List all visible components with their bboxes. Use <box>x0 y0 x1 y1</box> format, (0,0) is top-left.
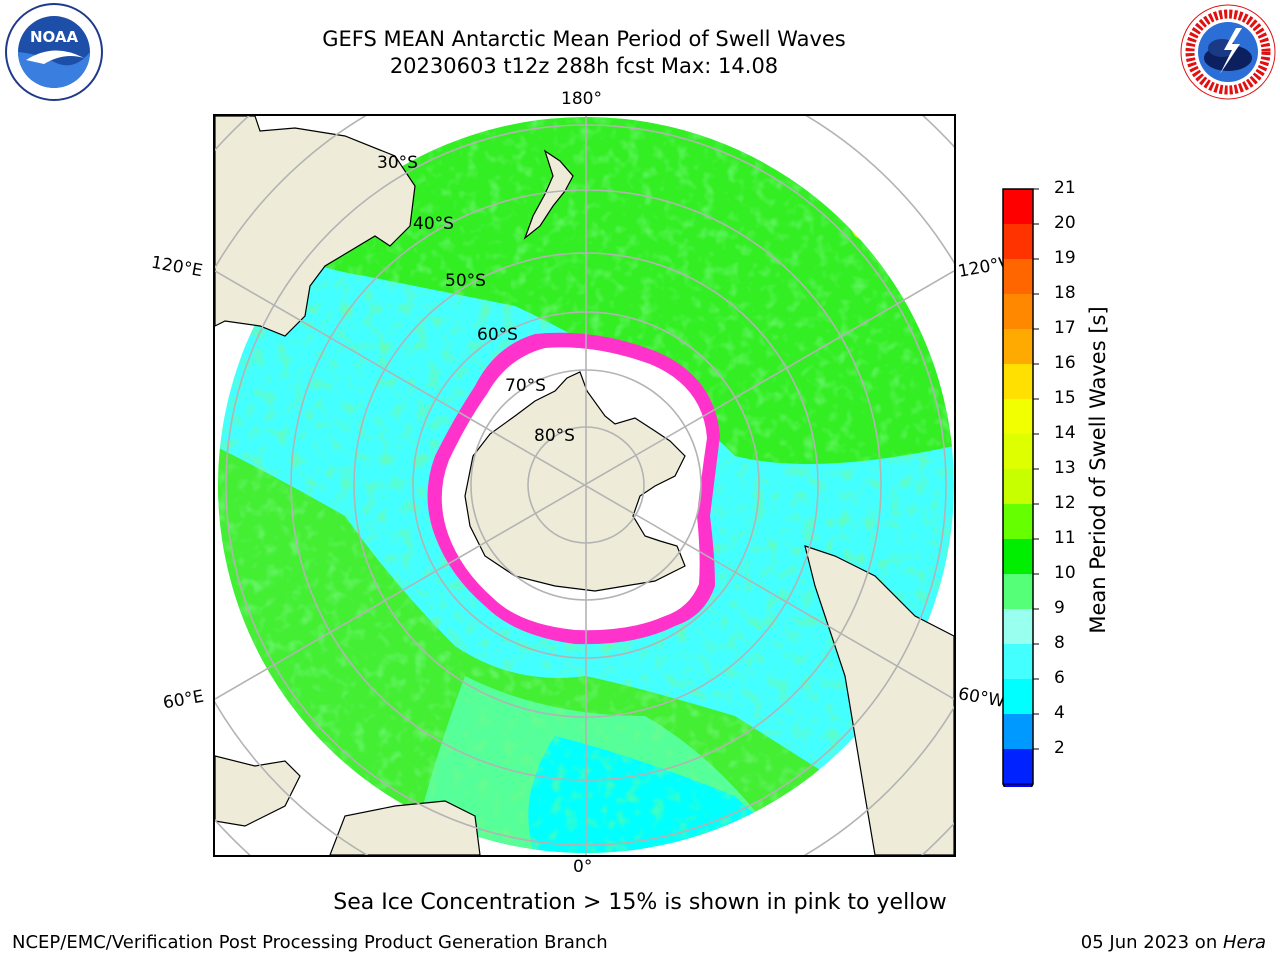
colorbar-tick-label: 17 <box>1054 318 1076 338</box>
south-america-land <box>804 545 954 855</box>
lat-label-40s: 40°S <box>413 214 454 234</box>
antarctica-land <box>464 371 686 592</box>
colorbar-segment <box>1003 539 1033 574</box>
colorbar-tick-label: 11 <box>1054 528 1076 548</box>
colorbar-tick-label: 6 <box>1054 668 1065 688</box>
colorbar-segment <box>1003 714 1033 749</box>
colorbar-segment <box>1003 644 1033 679</box>
colorbar-tick-label: 12 <box>1054 493 1076 513</box>
lon-label-60w: 60°W <box>956 684 1007 712</box>
colorbar-tick-label: 4 <box>1054 703 1065 723</box>
lat-label-80s: 80°S <box>534 426 575 446</box>
australia-land <box>215 116 416 337</box>
colorbar-segment <box>1003 609 1033 644</box>
colorbar-segment <box>1003 749 1033 784</box>
colorbar-tick-label: 8 <box>1054 633 1065 653</box>
colorbar-tick-label: 9 <box>1054 598 1065 618</box>
colorbar-tick-label: 21 <box>1054 178 1076 198</box>
colorbar-tick-label: 20 <box>1054 213 1076 233</box>
colorbar-segment <box>1003 189 1033 224</box>
colorbar-segment <box>1003 294 1033 329</box>
colorbar-segment <box>1003 364 1033 399</box>
sea-ice-caption: Sea Ice Concentration > 15% is shown in … <box>333 890 947 915</box>
colorbar-tick-label: 18 <box>1054 283 1076 303</box>
colorbar-segment <box>1003 469 1033 504</box>
colorbar-segment <box>1003 574 1033 609</box>
colorbar-tick-label: 16 <box>1054 353 1076 373</box>
svg-text:NOAA: NOAA <box>30 28 79 46</box>
colorbar-extend-arrow <box>1002 783 1034 814</box>
lon-label-60e: 60°E <box>161 686 206 714</box>
noaa-logo: NOAA <box>4 2 104 102</box>
lon-label-0: 0° <box>573 857 593 877</box>
lat-label-50s: 50°S <box>445 271 486 291</box>
chart-subtitle: 20230603 t12z 288h fcst Max: 14.08 <box>389 54 779 78</box>
colorbar <box>1002 187 1042 814</box>
colorbar-tick-label: 10 <box>1054 563 1076 583</box>
polar-map: 30°S 40°S 50°S 60°S 70°S 80°S <box>213 114 956 857</box>
colorbar-tick-label: 15 <box>1054 388 1076 408</box>
colorbar-segment <box>1003 224 1033 259</box>
chart-title: GEFS MEAN Antarctic Mean Period of Swell… <box>322 27 846 51</box>
lat-label-70s: 70°S <box>505 376 546 396</box>
footer-date: 05 Jun 2023 on Hera <box>1081 932 1266 953</box>
colorbar-segment <box>1003 504 1033 539</box>
lat-label-60s: 60°S <box>477 325 518 345</box>
colorbar-tick-label: 19 <box>1054 248 1076 268</box>
colorbar-tick-label: 14 <box>1054 423 1076 443</box>
lat-label-30s: 30°S <box>377 153 418 173</box>
graticule <box>215 116 954 855</box>
footer-date-text: 05 Jun 2023 on <box>1080 932 1223 953</box>
new-zealand-land <box>523 149 574 240</box>
colorbar-segment <box>1003 259 1033 294</box>
colorbar-segment <box>1003 679 1033 714</box>
lon-label-120e: 120°E <box>149 252 205 282</box>
nws-logo <box>1178 2 1278 102</box>
lon-label-180: 180° <box>561 89 602 109</box>
colorbar-segment <box>1003 329 1033 364</box>
footer-branch: NCEP/EMC/Verification Post Processing Pr… <box>12 932 608 953</box>
colorbar-tick-label: 2 <box>1054 738 1065 758</box>
footer-machine: Hera <box>1222 932 1266 953</box>
madagascar-land <box>215 755 301 827</box>
colorbar-segment <box>1003 399 1033 434</box>
colorbar-label: Mean Period of Swell Waves [s] <box>1086 306 1110 634</box>
colorbar-segment <box>1003 434 1033 469</box>
colorbar-tick-label: 13 <box>1054 458 1076 478</box>
